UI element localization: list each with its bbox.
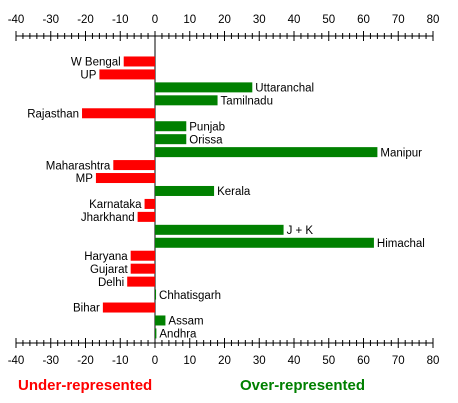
bottom-tick-label: 70 [392,355,405,367]
bottom-tick-label: 30 [253,355,266,367]
bar [155,134,187,145]
bottom-tick-label: 80 [427,355,440,367]
top-tick-label: -10 [112,14,129,26]
top-tick-label: 80 [427,14,440,26]
bottom-tick-label: 0 [152,355,158,367]
legend-under-represented: Under-represented [18,377,152,394]
bar-label: Orissa [189,134,223,146]
bar-label: J + K [287,225,314,237]
bottom-x-axis: -40 -30 -20 -10 0 10 20 30 40 50 60 70 80 [8,338,440,367]
bar [155,95,218,106]
bar [113,160,155,171]
top-tick-label: 10 [183,14,196,26]
bar-label: MP [76,173,94,185]
top-tick-label: 40 [288,14,301,26]
top-tick-label: -30 [42,14,59,26]
bottom-tick-label: 40 [288,355,301,367]
bar-label: Delhi [98,277,124,289]
bar-label: Himachal [377,238,425,250]
bottom-tick-label: 60 [357,355,370,367]
bar [137,211,155,222]
bar-label: Tamilnadu [221,96,273,108]
bottom-tick-label: -20 [77,355,94,367]
top-tick-label: -40 [8,14,25,26]
top-tick-label: 0 [152,14,158,26]
bar [144,198,155,209]
bar-label: W Bengal [71,57,121,69]
bar-label: Rajasthan [27,108,79,120]
bar [95,173,155,184]
bar-label: Uttaranchal [255,83,314,95]
bar-label: Maharashtra [46,160,111,172]
bottom-tick-label: 10 [183,355,196,367]
bar [102,302,155,313]
bar [155,289,157,300]
bar [130,250,155,261]
bar [82,108,155,119]
top-tick-label: 70 [392,14,405,26]
bar [155,147,378,158]
bar [155,315,166,326]
bottom-tick-label: -30 [42,355,59,367]
bar-label: UP [80,70,96,82]
bar-label: Gujarat [90,264,129,276]
bar [155,185,215,196]
bottom-tick-label: -40 [8,355,25,367]
top-tick-label: -20 [77,14,94,26]
bar-label: Andhra [159,329,197,341]
bar-label: Manipur [380,147,422,159]
top-tick-label: 30 [253,14,266,26]
bar [155,237,374,248]
bars-group [82,56,378,339]
bottom-tick-label: 20 [218,355,231,367]
top-tick-label: 50 [322,14,335,26]
bar-label: Jharkhand [81,212,135,224]
bar-label: Chhatisgarh [159,290,221,302]
bar [155,224,284,235]
bar-label: Assam [168,316,203,328]
bar [155,82,253,93]
bar-label: Punjab [189,121,225,133]
bar [127,276,155,287]
bar-label: Karnataka [89,199,142,211]
bar-label: Kerala [217,186,251,198]
bar [155,121,187,132]
bar [155,328,157,339]
bottom-tick-label: -10 [112,355,129,367]
bar-label: Bihar [73,303,100,315]
bar [99,69,155,80]
bottom-tick-label: 50 [322,355,335,367]
legend-over-represented: Over-represented [240,377,365,394]
bar-label: Haryana [84,251,128,263]
bar [130,263,155,274]
bar [123,56,155,67]
top-x-axis: -40 -30 -20 -10 0 10 20 30 40 50 60 70 80 [8,14,440,41]
top-tick-label: 20 [218,14,231,26]
top-tick-label: 60 [357,14,370,26]
